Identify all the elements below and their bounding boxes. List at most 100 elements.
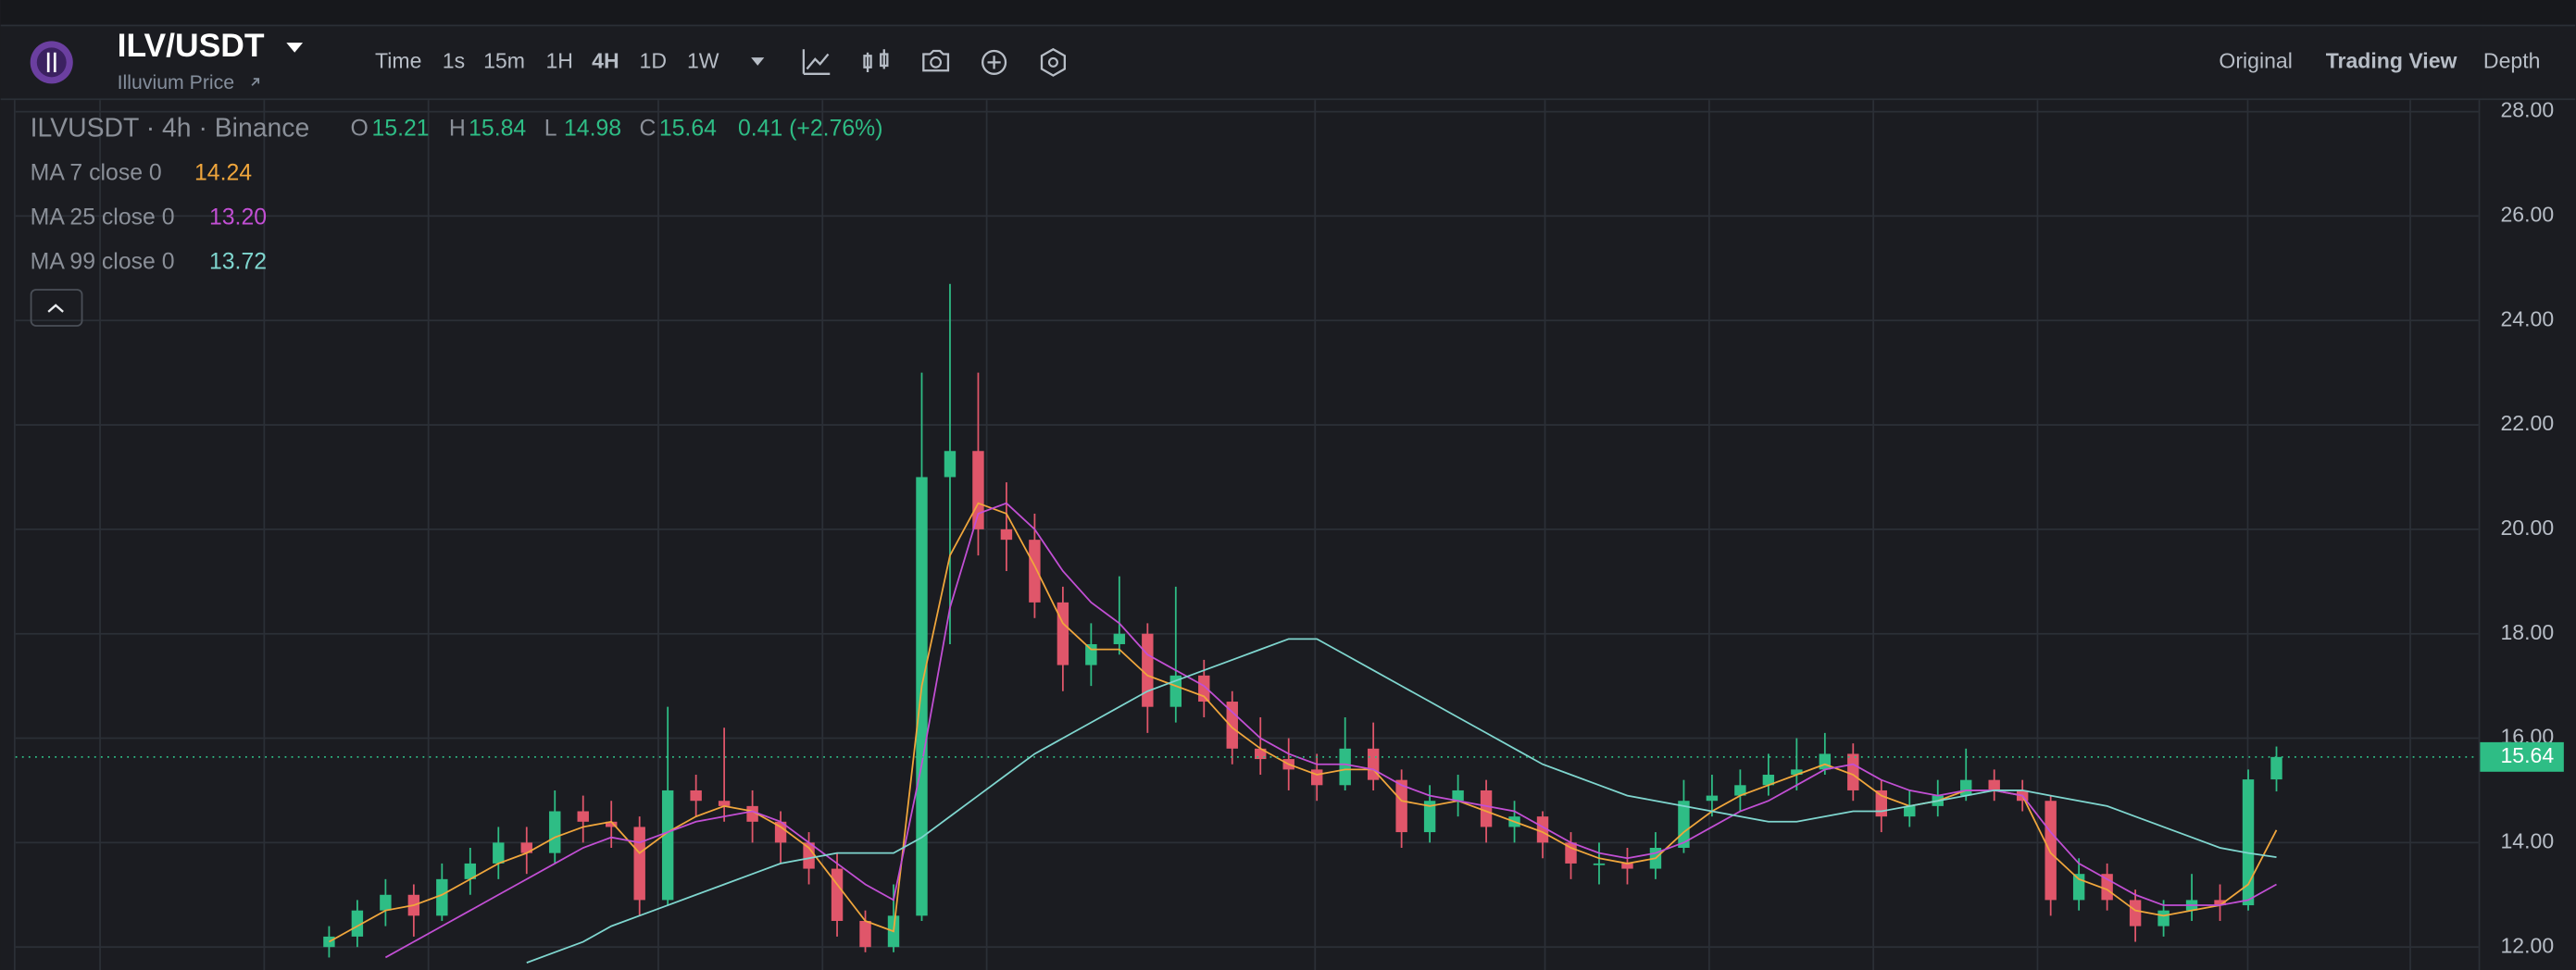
candle-body	[1565, 842, 1577, 864]
settings-center	[1047, 56, 1058, 68]
view-tab[interactable]: Depth	[2483, 48, 2541, 72]
candle-body	[1142, 633, 1154, 707]
candle-body	[774, 821, 787, 843]
legend-name: MA 25 close 0	[31, 205, 175, 230]
candle-body	[2214, 900, 2226, 906]
add-icon[interactable]	[982, 49, 1007, 75]
candle-body	[2072, 874, 2085, 901]
candle-body	[577, 811, 589, 822]
more-intervals[interactable]	[751, 57, 765, 66]
candle-body	[803, 842, 815, 869]
candle-body	[2157, 910, 2170, 926]
moving-average-line	[526, 638, 2277, 964]
symbol-dropdown[interactable]	[286, 43, 304, 53]
plot: 15.64	[15, 283, 2564, 964]
candle-body	[1423, 801, 1436, 833]
add-plus	[987, 56, 1001, 69]
interval-tab[interactable]: 4H	[592, 48, 619, 72]
candle-body	[1339, 748, 1351, 786]
candle-body	[1480, 790, 1493, 827]
candle-body	[1621, 863, 1633, 869]
price-change: 0.41 (+2.76%)	[738, 117, 883, 142]
interval-tab[interactable]: 1D	[640, 48, 667, 72]
chart-type-icon[interactable]	[863, 49, 889, 73]
screenshot-icon[interactable]	[922, 49, 950, 72]
interval-tab[interactable]: Time	[375, 48, 421, 72]
view-tab[interactable]: Original	[2219, 48, 2292, 72]
y-tick-label: 24.00	[2501, 306, 2555, 330]
view-tabs: Original Trading View Depth	[2219, 48, 2540, 72]
current-price-tag	[2480, 741, 2564, 772]
interval-tab[interactable]: 15m	[483, 48, 525, 72]
candle-body	[718, 801, 731, 806]
candle-body	[1367, 748, 1380, 780]
interval-tab[interactable]: 1s	[443, 48, 465, 72]
candle-body	[520, 842, 532, 853]
ohlc-value: 14.98	[564, 117, 621, 142]
collapse-button[interactable]	[30, 289, 83, 327]
candle-body	[1988, 779, 2000, 790]
subtitle[interactable]: Illuvium Price	[118, 71, 234, 93]
candle-body	[1226, 702, 1238, 749]
candle-body	[1395, 779, 1407, 833]
screenshot-lens	[930, 56, 943, 68]
candle-body	[972, 451, 984, 529]
candle-body	[661, 790, 674, 901]
candle-body	[351, 910, 364, 937]
candle-body	[1904, 805, 1916, 817]
y-tick-label: 22.00	[2501, 411, 2555, 435]
candle-body	[1593, 863, 1606, 865]
candle-body	[1762, 775, 1775, 786]
candle-body	[323, 936, 335, 948]
candle-body	[1452, 790, 1464, 802]
candle-body	[464, 863, 477, 879]
interval-tab[interactable]: 1H	[545, 48, 572, 72]
candle-body	[633, 827, 645, 901]
legend: ILVUSDT · 4h · Binance O 15.21 H 15.84 L 14.9…	[31, 114, 883, 275]
top-strip	[0, 0, 2576, 25]
candle-body	[859, 920, 871, 948]
interval-bar: Time 1s 15m 1H 4H 1D 1W	[375, 48, 719, 72]
candle-body	[1255, 748, 1267, 760]
candle-body	[380, 894, 392, 911]
ohlc-value: 15.21	[372, 117, 430, 142]
candle-body	[549, 811, 561, 853]
legend-value: 13.20	[209, 205, 267, 230]
candle-body	[1113, 633, 1126, 644]
legend-name: MA 99 close 0	[31, 249, 175, 274]
ohlc-letter: H	[449, 117, 466, 142]
moving-average-line	[328, 502, 2278, 943]
candle-body	[1847, 753, 1859, 790]
collapse-icon	[47, 304, 64, 313]
candle-body	[1791, 769, 1803, 776]
candle-body	[1085, 643, 1097, 665]
y-tick-label: 14.00	[2501, 828, 2555, 852]
ohlc-value: 15.84	[469, 117, 526, 142]
interval-tab[interactable]: 1W	[687, 48, 719, 72]
settings-icon[interactable]	[1040, 47, 1066, 77]
candle-body	[2242, 779, 2255, 906]
candle-body	[1875, 790, 1887, 817]
y-tick-label: 12.00	[2501, 933, 2555, 957]
candle-body	[2270, 756, 2282, 780]
candle-body	[1057, 602, 1069, 665]
candle-body	[1310, 769, 1323, 786]
indicator-icon[interactable]	[802, 49, 831, 75]
legend-value: 14.24	[194, 161, 252, 186]
candle-body	[493, 842, 505, 864]
chart-title: ILVUSDT · 4h · Binance	[31, 114, 310, 143]
candle-body	[1678, 801, 1690, 848]
candle-body	[436, 878, 448, 916]
candle-body	[1029, 540, 1041, 603]
ohlc-letter: C	[640, 117, 657, 142]
current-price-label: 15.64	[2501, 743, 2555, 767]
candle-body	[1960, 779, 1972, 796]
view-tab[interactable]: Trading View	[2326, 48, 2457, 72]
symbol[interactable]: ILV/USDT	[118, 27, 265, 64]
external-icon	[251, 78, 260, 86]
ohlc-value: 15.64	[659, 117, 717, 142]
candle-body	[606, 821, 618, 827]
candle-body	[2129, 900, 2142, 926]
